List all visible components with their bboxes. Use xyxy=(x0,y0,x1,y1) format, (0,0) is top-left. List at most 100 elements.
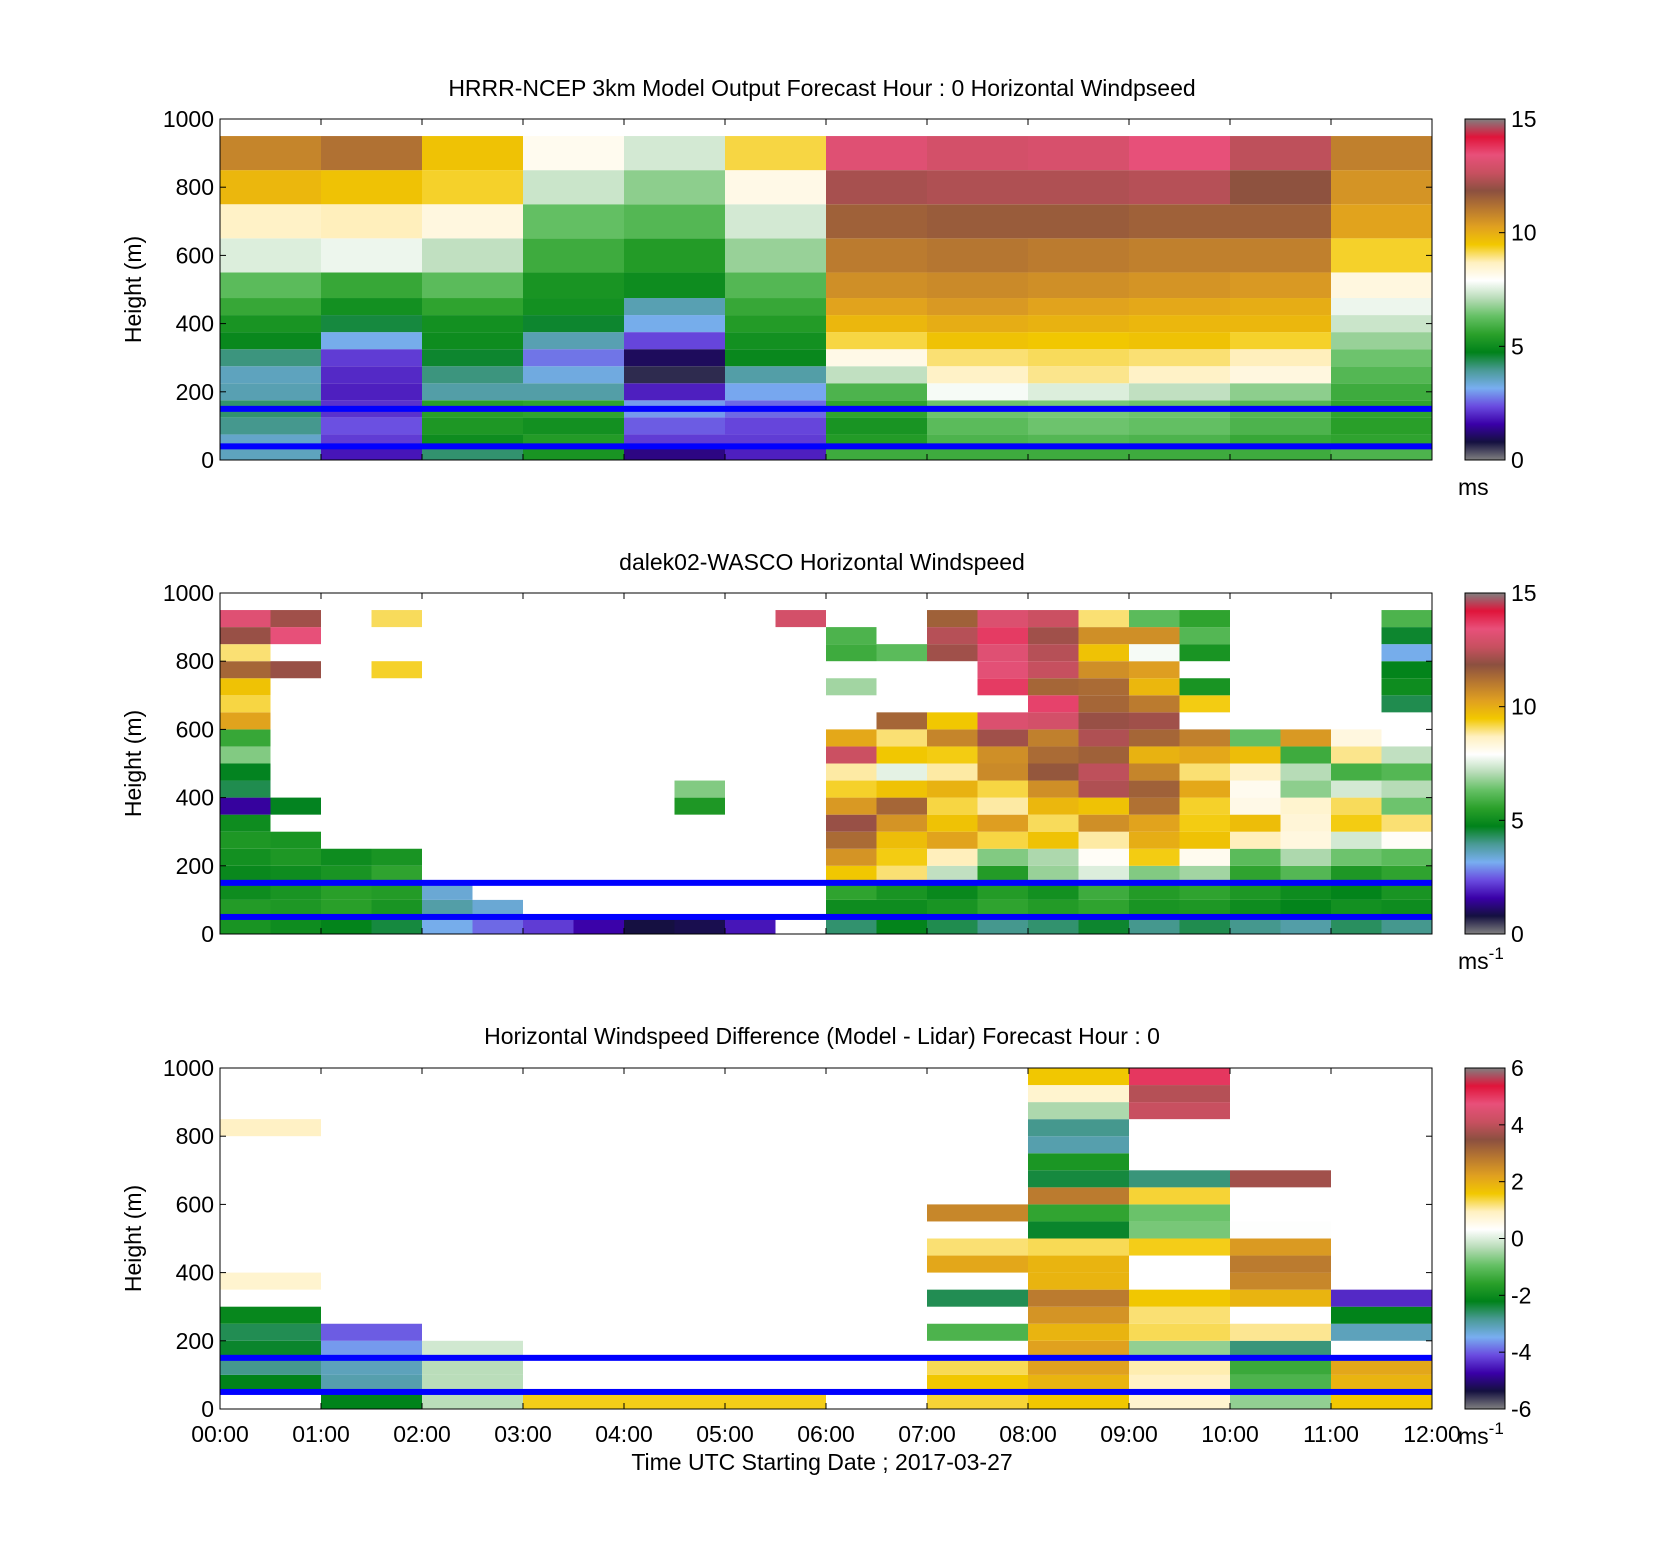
heatmap-cell xyxy=(1078,746,1129,764)
heatmap-cell xyxy=(523,204,624,239)
heatmap-cell xyxy=(1280,848,1331,866)
heatmap-cell xyxy=(876,729,927,747)
heatmap-cell xyxy=(1179,899,1230,917)
heatmap-cell xyxy=(725,238,826,273)
heatmap-cell xyxy=(1280,916,1331,934)
heatmap-cell xyxy=(1078,848,1129,866)
heatmap-cell xyxy=(1028,1255,1129,1273)
heatmap-cell xyxy=(977,814,1028,832)
heatmap-cell xyxy=(1129,814,1180,832)
heatmap-cell xyxy=(725,170,826,205)
heatmap-cell xyxy=(1129,882,1180,900)
heatmap-cell xyxy=(1230,848,1281,866)
heatmap-cell xyxy=(1331,170,1432,205)
heatmap-cell xyxy=(826,298,927,316)
colorbar-unit: ms-1 xyxy=(1458,1419,1504,1449)
colorbar-gradient xyxy=(1464,592,1506,935)
heatmap-cell xyxy=(927,1255,1028,1273)
heatmap-cell xyxy=(1129,712,1180,730)
heatmap-cell xyxy=(1129,204,1230,239)
heatmap-cell xyxy=(876,831,927,849)
heatmap-cell xyxy=(1129,865,1180,883)
heatmap-cell xyxy=(927,349,1028,367)
lidar-range-line xyxy=(220,1354,1432,1361)
panel-lidar-heatmap xyxy=(220,610,1432,934)
heatmap-cell xyxy=(1381,627,1432,645)
heatmap-cell xyxy=(1028,1340,1129,1358)
heatmap-cell xyxy=(422,238,523,273)
heatmap-cell xyxy=(220,1374,321,1392)
heatmap-cell xyxy=(220,136,321,171)
heatmap-cell xyxy=(826,814,877,832)
panel-lidar-colorbar: 0 5 10 15 ms-1 xyxy=(1458,580,1537,974)
heatmap-cell xyxy=(1129,417,1230,435)
heatmap-cell xyxy=(1028,1357,1129,1375)
heatmap-cell xyxy=(927,848,978,866)
heatmap-cell xyxy=(1129,383,1230,401)
heatmap-cell xyxy=(977,644,1028,662)
x-tick-label: 02:00 xyxy=(393,1421,451,1447)
heatmap-cell xyxy=(1179,848,1230,866)
heatmap-cell xyxy=(826,349,927,367)
heatmap-cell xyxy=(321,848,372,866)
heatmap-cell xyxy=(1129,610,1180,628)
heatmap-cell xyxy=(927,610,978,628)
heatmap-cell xyxy=(826,729,877,747)
heatmap-cell xyxy=(927,746,978,764)
heatmap-cell xyxy=(927,332,1028,350)
heatmap-cell xyxy=(977,831,1028,849)
colorbar-tick-label: 10 xyxy=(1511,694,1537,720)
heatmap-cell xyxy=(220,170,321,205)
heatmap-cell xyxy=(977,746,1028,764)
heatmap-cell xyxy=(1280,899,1331,917)
heatmap-cell xyxy=(927,298,1028,316)
heatmap-cell xyxy=(775,610,826,628)
y-tick-label: 800 xyxy=(176,174,214,200)
heatmap-cell xyxy=(321,136,422,171)
heatmap-cell xyxy=(826,848,877,866)
heatmap-cell xyxy=(220,417,321,435)
heatmap-cell xyxy=(220,447,321,460)
heatmap-cell xyxy=(220,627,271,645)
heatmap-cell xyxy=(725,204,826,239)
heatmap-cell xyxy=(220,882,271,900)
heatmap-cell xyxy=(1129,1204,1230,1222)
heatmap-cell xyxy=(1028,899,1079,917)
heatmap-cell xyxy=(927,712,978,730)
heatmap-cell xyxy=(1179,831,1230,849)
heatmap-cell xyxy=(220,383,321,401)
heatmap-cell xyxy=(1331,349,1432,367)
heatmap-cell xyxy=(321,170,422,205)
heatmap-cell xyxy=(1028,627,1079,645)
heatmap-cell xyxy=(1179,644,1230,662)
lidar-range-line xyxy=(220,405,1432,412)
heatmap-cell xyxy=(1331,136,1432,171)
heatmap-cell xyxy=(1078,882,1129,900)
y-tick-label: 400 xyxy=(176,785,214,811)
heatmap-cell xyxy=(321,865,372,883)
heatmap-cell xyxy=(1028,272,1129,299)
heatmap-cell xyxy=(725,417,826,435)
heatmap-cell xyxy=(624,916,675,934)
heatmap-cell xyxy=(1230,1323,1331,1341)
lidar-range-line xyxy=(220,913,1432,920)
heatmap-cell xyxy=(1129,916,1180,934)
heatmap-cell xyxy=(1179,695,1230,713)
y-tick-label: 200 xyxy=(176,379,214,405)
y-tick-label: 1000 xyxy=(163,580,214,606)
heatmap-cell xyxy=(1331,332,1432,350)
y-tick-label: 400 xyxy=(176,311,214,337)
heatmap-cell xyxy=(927,1391,1028,1409)
heatmap-cell xyxy=(1129,1340,1230,1358)
heatmap-cell xyxy=(1331,746,1382,764)
heatmap-cell xyxy=(1179,797,1230,815)
heatmap-cell xyxy=(826,865,877,883)
heatmap-cell xyxy=(1331,882,1382,900)
heatmap-cell xyxy=(826,678,877,696)
heatmap-cell xyxy=(1028,383,1129,401)
heatmap-cell xyxy=(1230,136,1331,171)
heatmap-cell xyxy=(1129,1170,1230,1188)
heatmap-cell xyxy=(826,170,927,205)
heatmap-cell xyxy=(1331,1289,1432,1307)
heatmap-cell xyxy=(1129,797,1180,815)
